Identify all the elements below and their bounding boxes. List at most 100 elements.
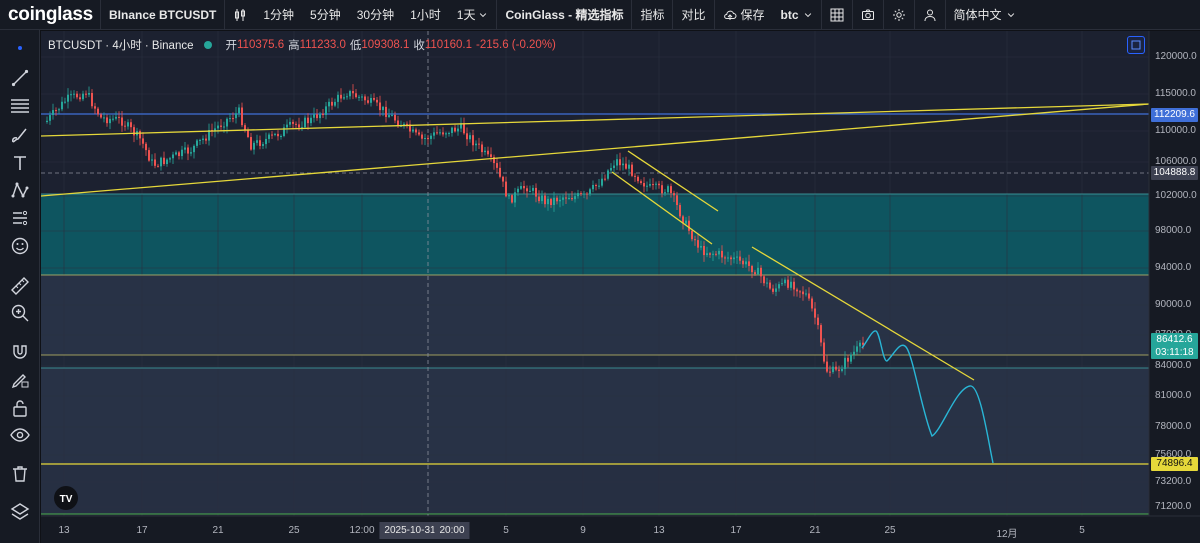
candle-body bbox=[712, 253, 714, 255]
candle-body bbox=[724, 257, 726, 259]
candle-body bbox=[169, 158, 171, 160]
candle-body bbox=[256, 140, 258, 143]
legend-high: 111233.0 bbox=[299, 39, 346, 51]
candle-body bbox=[499, 167, 501, 177]
candle-body bbox=[751, 265, 753, 273]
time-axis[interactable] bbox=[41, 516, 1200, 543]
candle-body bbox=[577, 193, 579, 197]
interval-1d[interactable]: 1天 bbox=[449, 0, 497, 30]
prediction-icon[interactable] bbox=[10, 208, 30, 228]
candle-body bbox=[622, 163, 624, 166]
candle-body bbox=[349, 91, 351, 97]
price-chart[interactable]: TV bbox=[41, 31, 1200, 543]
language-selector[interactable]: 简体中文 bbox=[944, 0, 1024, 30]
candle-body bbox=[166, 159, 168, 165]
candle-body bbox=[850, 354, 852, 362]
candle-body bbox=[697, 240, 699, 248]
indicator-source-button[interactable]: CoinGlass - 精选指标 bbox=[496, 0, 631, 30]
trendline-lower[interactable] bbox=[41, 103, 1150, 197]
candle-body bbox=[61, 101, 63, 110]
zoom-icon[interactable] bbox=[10, 303, 30, 323]
fullscreen-toggle-button[interactable] bbox=[1127, 36, 1145, 54]
candle-body bbox=[733, 257, 735, 260]
lock-draw-icon[interactable] bbox=[10, 370, 30, 390]
candle-type-button[interactable] bbox=[224, 0, 255, 30]
candle-body bbox=[193, 145, 195, 153]
top-toolbar: coinglass BInance BTCUSDT 1分钟 5分钟 30分钟 1… bbox=[0, 0, 1200, 30]
crosshair-icon[interactable] bbox=[10, 38, 30, 58]
candle-body bbox=[304, 117, 306, 128]
price-tick-label: 106000.0 bbox=[1155, 156, 1197, 167]
pattern-icon[interactable] bbox=[10, 180, 30, 200]
price-tick-label: 71200.0 bbox=[1155, 501, 1192, 512]
candle-body bbox=[649, 184, 651, 186]
candle-body bbox=[721, 250, 723, 258]
interval-5m[interactable]: 5分钟 bbox=[310, 8, 341, 22]
interval-1h[interactable]: 1小时 bbox=[410, 8, 441, 22]
layout-selector[interactable]: btc bbox=[773, 0, 821, 30]
candle-body bbox=[676, 195, 678, 206]
coinglass-logo[interactable]: coinglass bbox=[8, 3, 93, 25]
layers-icon[interactable] bbox=[10, 502, 30, 522]
compare-button[interactable]: 对比 bbox=[672, 0, 713, 30]
candle-body bbox=[451, 127, 453, 133]
text-icon[interactable] bbox=[10, 153, 30, 173]
lock-icon[interactable] bbox=[10, 398, 30, 418]
candle-body bbox=[544, 195, 546, 205]
fib-icon[interactable] bbox=[10, 96, 30, 116]
candlestick-icon bbox=[235, 8, 246, 21]
zone-band bbox=[41, 355, 1149, 368]
candle-body bbox=[559, 199, 561, 202]
magnet-icon[interactable] bbox=[10, 342, 30, 362]
time-tick-label: 17 bbox=[136, 525, 148, 536]
brush-icon[interactable] bbox=[10, 125, 30, 145]
price-tick-label: 84000.0 bbox=[1155, 360, 1192, 371]
ruler-icon[interactable] bbox=[10, 276, 30, 296]
interval-30m[interactable]: 30分钟 bbox=[356, 8, 395, 22]
save-button[interactable]: 保存 bbox=[713, 0, 773, 30]
layout-grid-button[interactable] bbox=[820, 0, 852, 30]
account-button[interactable] bbox=[913, 0, 945, 30]
emoji-icon[interactable] bbox=[10, 236, 30, 256]
channel-line-upper[interactable] bbox=[627, 150, 719, 212]
settings-button[interactable] bbox=[882, 0, 914, 30]
price-tag-level-low: 74896.4 bbox=[1151, 457, 1198, 471]
price-axis[interactable] bbox=[1149, 31, 1200, 516]
candle-body bbox=[322, 113, 324, 116]
candle-body bbox=[475, 143, 477, 146]
candle-body bbox=[514, 192, 516, 203]
candle-body bbox=[73, 93, 75, 95]
projection-path[interactable] bbox=[861, 330, 994, 464]
time-tick-label: 9 bbox=[580, 525, 586, 536]
trendline-upper[interactable] bbox=[41, 103, 1150, 137]
candle-body bbox=[466, 133, 468, 140]
gear-icon bbox=[892, 8, 905, 21]
candle-body bbox=[859, 342, 861, 347]
candle-body bbox=[469, 135, 471, 140]
trash-icon[interactable] bbox=[10, 464, 30, 484]
price-tick-label: 78000.0 bbox=[1155, 421, 1192, 432]
channel-line-lower[interactable] bbox=[611, 171, 713, 245]
candle-body bbox=[541, 195, 543, 202]
candle-body bbox=[46, 120, 48, 122]
camera-icon bbox=[861, 9, 874, 20]
trendline-icon[interactable] bbox=[10, 68, 30, 88]
screenshot-button[interactable] bbox=[851, 0, 883, 30]
time-tick-label: 5 bbox=[503, 525, 509, 536]
candle-body bbox=[769, 282, 771, 289]
interval-1m[interactable]: 1分钟 bbox=[263, 8, 295, 22]
eye-icon[interactable] bbox=[10, 425, 30, 445]
price-tag-crosshair: 104888.8 bbox=[1151, 166, 1198, 180]
crosshair-date: 2025-10-31 bbox=[379, 522, 441, 539]
price-tick-label: 94000.0 bbox=[1155, 262, 1192, 273]
candle-body bbox=[745, 261, 747, 265]
descending-trendline[interactable] bbox=[751, 246, 975, 381]
candle-body bbox=[784, 279, 786, 284]
legend-open: 110375.6 bbox=[237, 39, 285, 51]
candle-body bbox=[421, 134, 423, 139]
candle-body bbox=[265, 138, 267, 145]
candle-body bbox=[187, 147, 189, 154]
symbol-selector[interactable]: BInance BTCUSDT bbox=[100, 0, 224, 30]
candle-body bbox=[406, 123, 408, 125]
indicators-button[interactable]: 指标 bbox=[631, 0, 672, 30]
